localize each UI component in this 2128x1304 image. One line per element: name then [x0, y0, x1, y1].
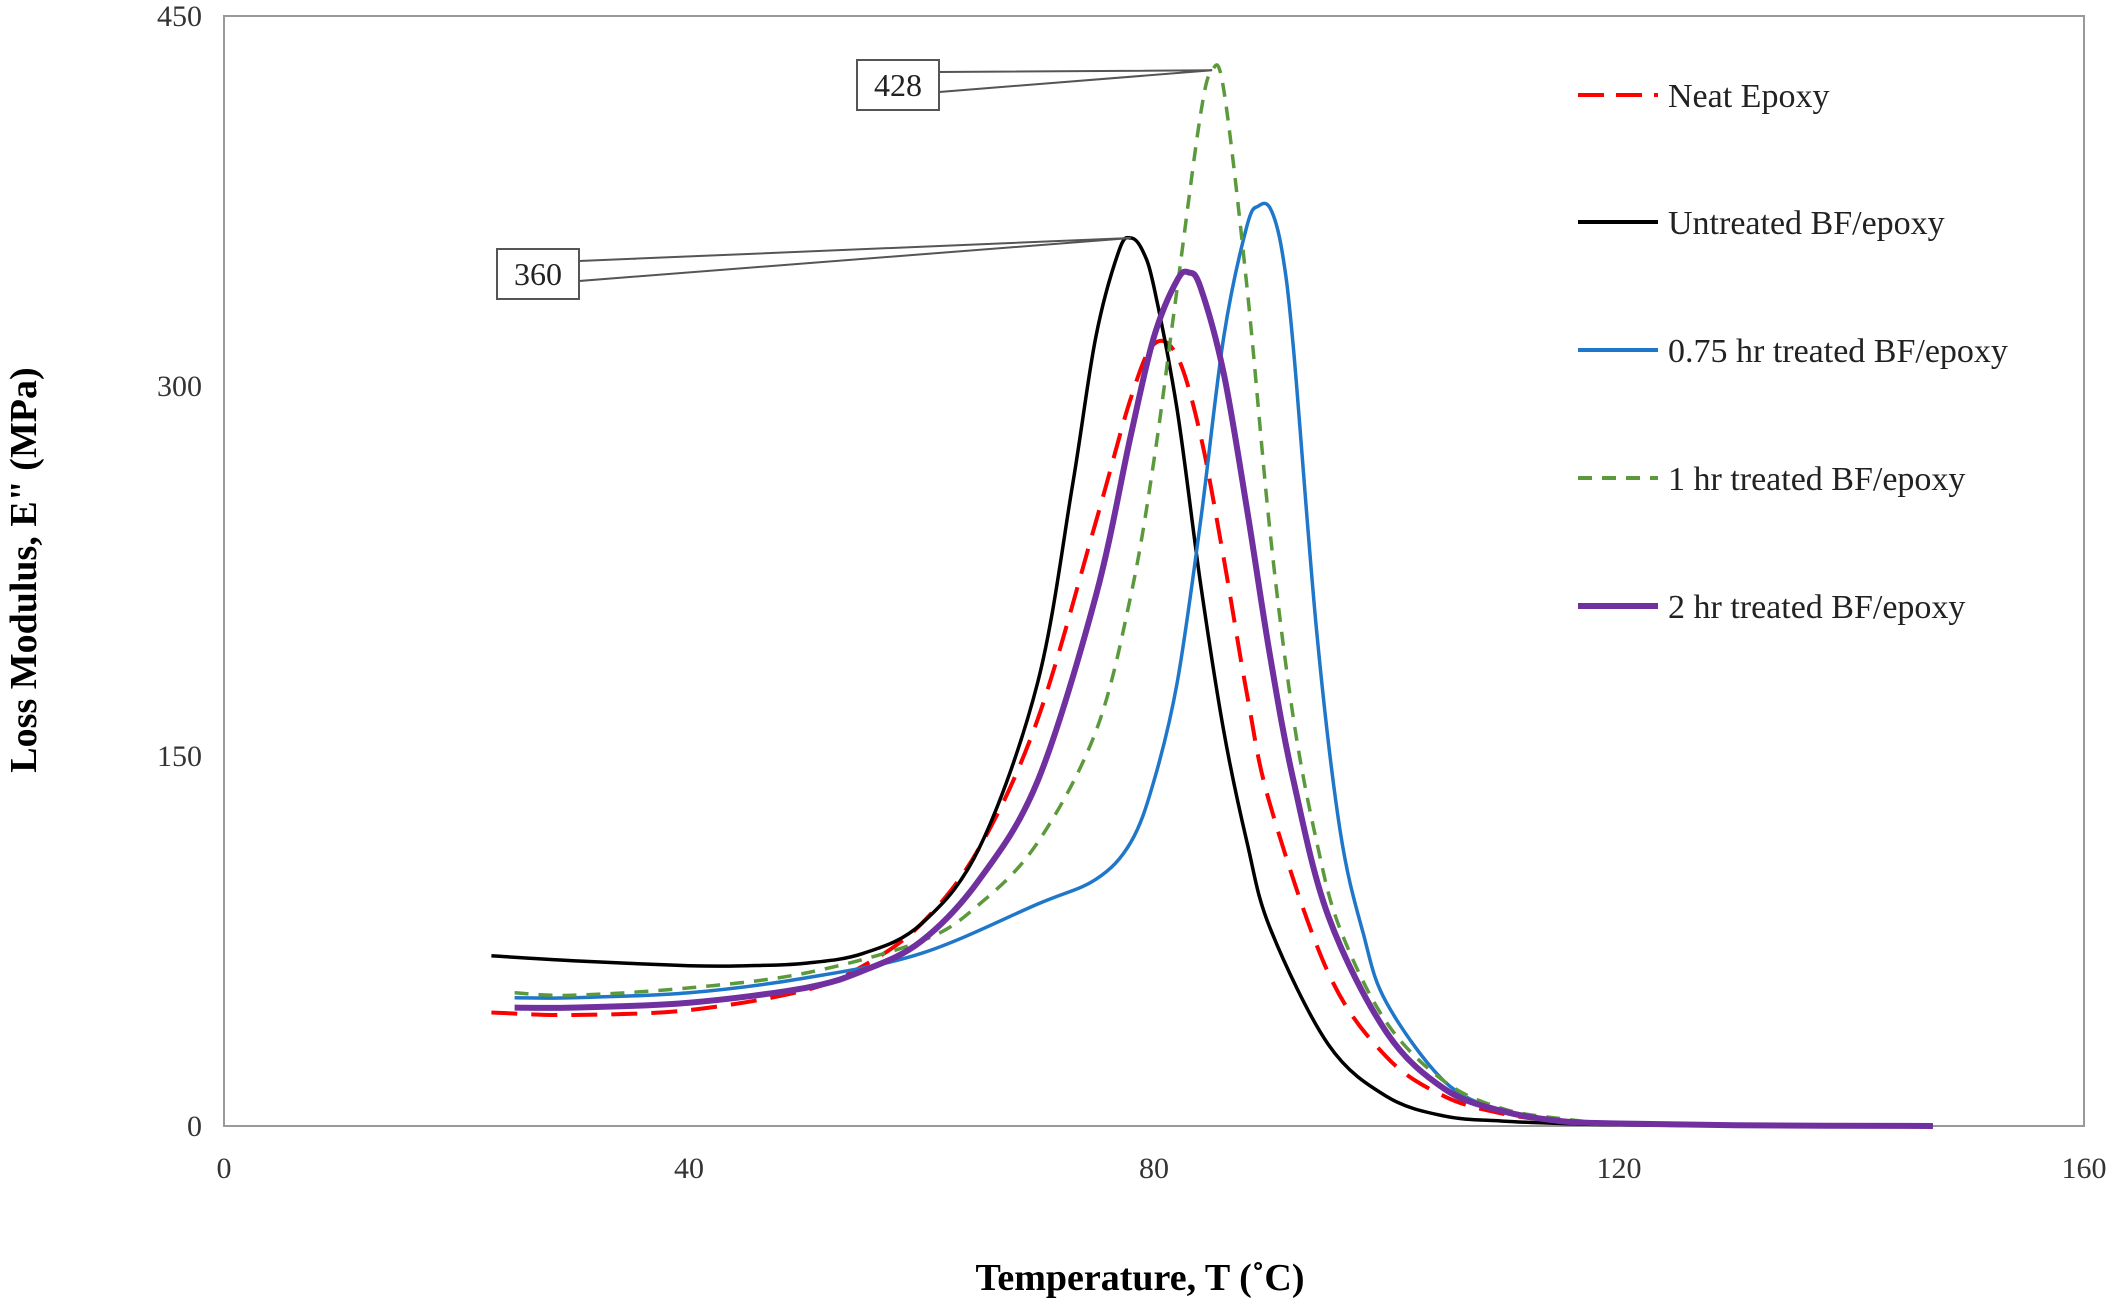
annotation-box — [496, 248, 580, 300]
peak-annotations: 428 360 — [496, 59, 1213, 300]
y-tick-label: 150 — [157, 740, 202, 773]
series-line — [514, 268, 1933, 1129]
series-line — [514, 63, 1933, 1128]
legend-label: 1 hr treated BF/epoxy — [1668, 461, 1965, 498]
y-axis-title: Loss Modulus, E" (MPa) — [3, 367, 45, 772]
legend-label: Neat Epoxy — [1668, 78, 1829, 115]
legend: Neat Epoxy Untreated BF/epoxy 0.75 hr trea… — [1578, 78, 2008, 626]
x-tick-label: 0 — [217, 1152, 232, 1185]
annotation-label: 428 — [874, 67, 922, 103]
plot-area — [223, 15, 2085, 1127]
x-tick-label: 40 — [674, 1152, 704, 1185]
legend-label: 2 hr treated BF/epoxy — [1668, 589, 1965, 626]
y-tick-label: 450 — [157, 0, 202, 33]
x-axis-title: Temperature, T (˚C) — [976, 1257, 1305, 1299]
legend-label: 0.75 hr treated BF/epoxy — [1668, 333, 2008, 370]
series-line — [491, 338, 1933, 1128]
x-tick-label: 80 — [1139, 1152, 1169, 1185]
x-tick-label: 160 — [2062, 1152, 2107, 1185]
y-axis-ticks: 0 150 300 450 — [157, 0, 202, 1143]
annotation-box — [856, 59, 940, 111]
annotation-label: 360 — [514, 256, 562, 292]
y-tick-label: 0 — [187, 1110, 202, 1143]
y-tick-label: 300 — [157, 370, 202, 403]
x-axis-ticks: 0 40 80 120 160 — [217, 1152, 2107, 1185]
legend-label: Untreated BF/epoxy — [1668, 205, 1945, 242]
series-lines — [491, 63, 1933, 1129]
x-tick-label: 120 — [1597, 1152, 1642, 1185]
series-line — [491, 235, 1933, 1128]
